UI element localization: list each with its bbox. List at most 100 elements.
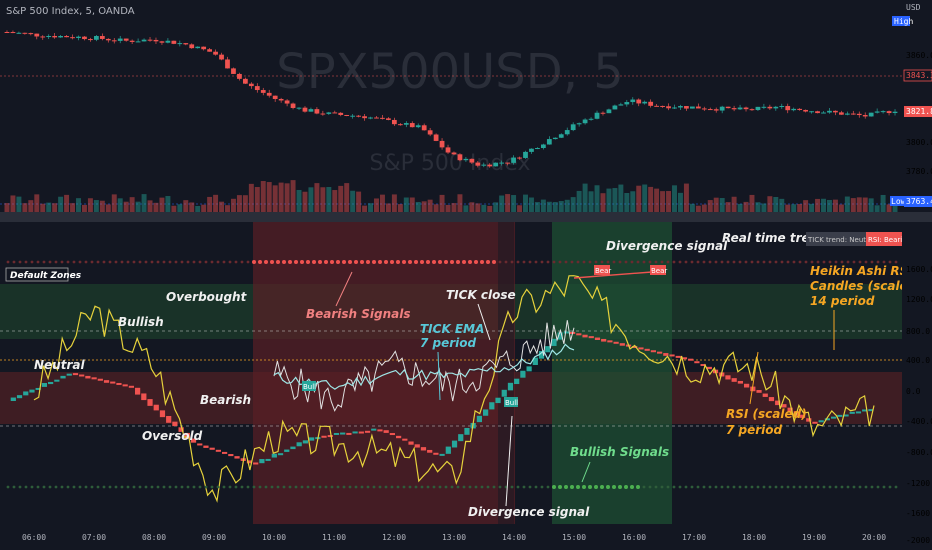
price-candle xyxy=(350,115,356,117)
tick-trend-badge[interactable] xyxy=(806,232,866,246)
bear-signal-dot xyxy=(456,260,460,264)
bull-signal-dot xyxy=(624,485,628,489)
volume-bar xyxy=(260,181,266,212)
volume-bar xyxy=(672,185,677,212)
arrow-divergence-bottom xyxy=(505,415,513,507)
indicator-axis[interactable]: 1600.0 1200.0 800.0 400.0 0.0 -400.0 -80… xyxy=(902,222,932,545)
price-candle xyxy=(767,106,773,109)
bear-signal-dot xyxy=(714,260,718,264)
volume-bar xyxy=(379,194,385,212)
bull-signal-dot xyxy=(12,485,16,489)
low-tag: Low xyxy=(891,197,906,206)
tick-trend-text: TICK trend: Neutral xyxy=(807,236,875,244)
price-candle xyxy=(678,106,683,108)
price-candle xyxy=(761,106,767,108)
ha-candle xyxy=(514,378,520,385)
label-tick-ema: TICK EMA xyxy=(420,322,484,336)
bear-signal-dot xyxy=(426,260,430,264)
bear-signal-dot xyxy=(186,260,190,264)
volume-bar xyxy=(582,183,588,212)
volume-bar xyxy=(564,199,570,212)
volume-bar xyxy=(695,205,701,212)
bear-signal-dot xyxy=(78,260,82,264)
bull-signal-dot xyxy=(672,485,676,489)
bear-signal-dot xyxy=(342,260,346,264)
price-candle xyxy=(827,110,832,113)
price-candle xyxy=(314,109,320,114)
ha-candle xyxy=(327,435,333,438)
bull-signal-dot xyxy=(516,485,520,489)
volume-bar xyxy=(129,197,135,212)
bear-signal-dot xyxy=(90,260,94,264)
bear-signal-dot xyxy=(36,260,40,264)
bear-signal-dot xyxy=(408,260,412,264)
price-candle xyxy=(654,105,659,107)
rsi-line xyxy=(33,275,875,503)
bear-signal-dot xyxy=(612,260,616,264)
price-candle xyxy=(672,107,677,109)
price-candle xyxy=(737,107,743,110)
bull-signal-dot xyxy=(270,485,274,489)
bull-signal-dot xyxy=(150,485,154,489)
volume-bar xyxy=(475,203,481,212)
bull-signal-dot xyxy=(690,485,694,489)
bull-signal-dot xyxy=(732,485,736,489)
bull-signal-dot xyxy=(600,485,604,489)
price-axis[interactable]: USD High 3860.0 3843.3 3821.8 3800.0 378… xyxy=(890,0,932,212)
volume-bar xyxy=(701,204,707,212)
ha-candle xyxy=(147,399,153,406)
pane-separator[interactable] xyxy=(0,212,932,222)
price-candle xyxy=(642,101,648,104)
ha-candle xyxy=(103,380,110,383)
time-axis[interactable]: 06:00 07:00 08:00 09:00 10:00 11:00 12:00 13:00… xyxy=(0,526,902,550)
bull-signal-dot xyxy=(216,485,220,489)
volume-bar xyxy=(433,204,439,212)
bull-signal-dot xyxy=(702,485,706,489)
bear-signal-dot xyxy=(888,260,892,264)
ha-candle xyxy=(619,343,625,346)
time-tick-label: 17:00 xyxy=(682,533,706,542)
bull-signal-dot xyxy=(246,485,250,489)
price-candle xyxy=(493,162,499,167)
price-candle xyxy=(40,36,46,38)
bear-signal-dot xyxy=(690,260,694,264)
ha-candle xyxy=(768,397,775,402)
price-pane[interactable]: S&P 500 Index, 5, OANDA SPX500USD, 5 S&P… xyxy=(0,0,902,212)
price-candle xyxy=(749,109,755,111)
ha-candle xyxy=(557,332,563,340)
bull-signal-dot xyxy=(414,485,418,489)
ha-candle xyxy=(10,397,16,401)
volume-bar xyxy=(517,205,523,212)
volume-bar xyxy=(511,195,517,212)
volume-bar xyxy=(391,194,397,212)
volume-bar xyxy=(213,194,219,212)
ha-candle xyxy=(532,357,538,365)
ha-candle xyxy=(644,348,650,351)
bear-signal-dot xyxy=(378,260,382,264)
time-tick-label: 16:00 xyxy=(622,533,646,542)
price-candle xyxy=(624,102,630,105)
default-zones-box[interactable] xyxy=(5,267,69,282)
indicator-pane[interactable]: Default Zones Overbought Bullish Neutral… xyxy=(0,222,922,524)
bear-signal-dot xyxy=(798,260,802,264)
label-bearish-signals: Bearish Signals xyxy=(306,307,411,321)
rsi-trend-badge[interactable] xyxy=(866,232,902,246)
bull-signal-dot xyxy=(360,485,364,489)
price-candle xyxy=(16,32,22,34)
volume-bar xyxy=(648,186,654,212)
bull-signal-dot xyxy=(174,485,178,489)
label-divergence-top: Divergence signal xyxy=(606,239,728,253)
label-tick-close: TICK close xyxy=(446,288,516,302)
volume-bar xyxy=(505,194,511,212)
bear-signal-dot xyxy=(18,260,22,264)
bull-signal-dot xyxy=(678,485,682,489)
bear-signal-dot xyxy=(858,260,862,264)
volume-bar xyxy=(481,204,487,212)
volume-bar xyxy=(499,195,505,212)
bull-signal-dot xyxy=(114,485,118,489)
volume-bar xyxy=(93,200,99,212)
bear-signal-dot xyxy=(852,260,856,264)
time-tick-label: 07:00 xyxy=(82,533,106,542)
volume-bar xyxy=(862,197,868,212)
